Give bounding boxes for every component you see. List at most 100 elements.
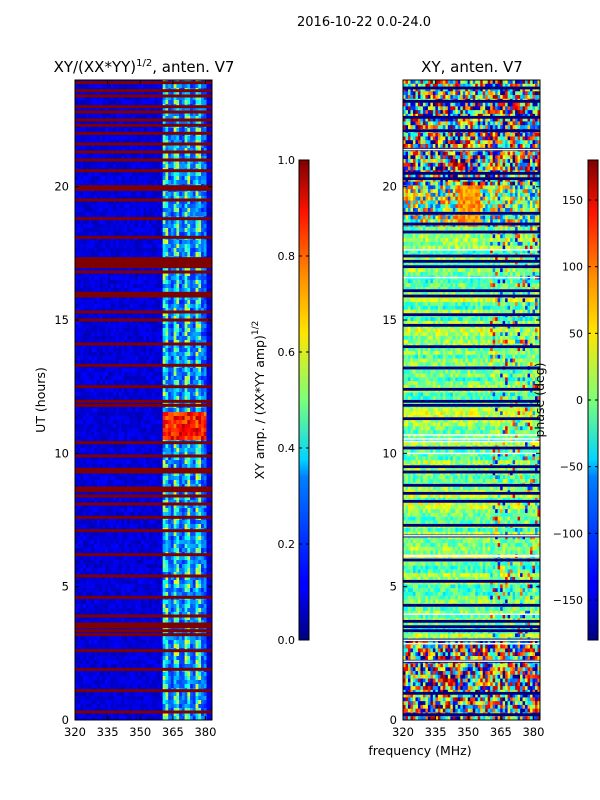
- heatmap-cell: [107, 476, 112, 481]
- heatmap-cell: [154, 176, 158, 181]
- right-panel-title: XY, anten. V7: [421, 58, 523, 76]
- heatmap-cell: [85, 84, 90, 89]
- heatmap-cell: [118, 312, 122, 317]
- heatmap-cell: [192, 288, 196, 293]
- heatmap-cell: [168, 288, 172, 293]
- heatmap-cell: [80, 296, 84, 301]
- heatmap-cell: [102, 328, 106, 333]
- heatmap-cell: [96, 84, 101, 89]
- heatmap-cell: [83, 84, 87, 89]
- heatmap-cell: [146, 308, 150, 313]
- heatmap-cell: [176, 208, 180, 213]
- heatmap-cell: [88, 120, 92, 125]
- heatmap-cell: [118, 212, 122, 217]
- heatmap-cell: [105, 200, 109, 205]
- heatmap-cell: [107, 308, 112, 313]
- heatmap-cell: [190, 248, 194, 253]
- heatmap-cell: [135, 136, 139, 141]
- heatmap-cell: [102, 360, 106, 365]
- heatmap-cell: [192, 152, 196, 157]
- heatmap-cell: [138, 340, 142, 345]
- heatmap-cell: [105, 176, 109, 181]
- heatmap-cell: [198, 464, 202, 469]
- heatmap-cell: [85, 452, 90, 457]
- heatmap-cell: [135, 244, 139, 249]
- heatmap-cell: [105, 228, 109, 233]
- heatmap-cell: [165, 412, 169, 417]
- heatmap-cell: [124, 152, 128, 157]
- heatmap-cell: [151, 144, 155, 149]
- heatmap-cell: [129, 156, 133, 161]
- heatmap-cell: [135, 112, 139, 117]
- heatmap-cell: [113, 380, 117, 385]
- heatmap-cell: [138, 316, 142, 321]
- heatmap-cell: [124, 456, 128, 461]
- heatmap-cell: [118, 224, 122, 229]
- heatmap-cell: [116, 96, 120, 101]
- heatmap-cell: [148, 320, 153, 325]
- heatmap-cell: [75, 348, 79, 353]
- heatmap-cell: [118, 360, 122, 365]
- heatmap-cell: [170, 372, 175, 377]
- heatmap-cell: [173, 96, 177, 101]
- heatmap-cell: [107, 316, 112, 321]
- heatmap-cell: [80, 272, 84, 277]
- heatmap-cell: [110, 316, 114, 321]
- heatmap-cell: [157, 192, 161, 197]
- heatmap-cell: [116, 456, 120, 461]
- heatmap-cell: [148, 428, 153, 433]
- heatmap-cell: [209, 172, 212, 177]
- heatmap-cell: [162, 224, 166, 229]
- heatmap-cell: [151, 152, 155, 157]
- heatmap-cell: [113, 252, 117, 257]
- heatmap-cell: [148, 196, 153, 201]
- heatmap-cell: [203, 96, 207, 101]
- heatmap-cell: [91, 92, 95, 97]
- heatmap-cell: [192, 320, 196, 325]
- heatmap-cell: [206, 240, 210, 245]
- heatmap-cell: [146, 232, 150, 237]
- heatmap-cell: [110, 240, 114, 245]
- heatmap-cell: [198, 392, 202, 397]
- heatmap-cell: [107, 304, 112, 309]
- heatmap-cell: [198, 288, 202, 293]
- heatmap-cell: [83, 240, 87, 245]
- heatmap-cell: [135, 376, 139, 381]
- heatmap-cell: [127, 388, 131, 393]
- heatmap-cell: [75, 252, 79, 257]
- heatmap-cell: [132, 180, 136, 185]
- heatmap-cell: [121, 420, 125, 425]
- heatmap-cell: [198, 352, 202, 357]
- heatmap-cell: [168, 224, 172, 229]
- heatmap-cell: [203, 416, 207, 421]
- heatmap-cell: [151, 192, 155, 197]
- heatmap-cell: [176, 456, 180, 461]
- heatmap-cell: [132, 160, 136, 165]
- heatmap-cell: [118, 472, 122, 477]
- heatmap-cell: [201, 424, 205, 429]
- heatmap-cell: [187, 92, 191, 97]
- heatmap-cell: [121, 120, 125, 125]
- heatmap-cell: [184, 176, 188, 181]
- heatmap-cell: [80, 420, 84, 425]
- heatmap-cell: [135, 320, 139, 325]
- heatmap-cell: [91, 432, 95, 437]
- heatmap-cell: [148, 376, 153, 381]
- heatmap-cell: [105, 388, 109, 393]
- heatmap-cell: [173, 408, 177, 413]
- heatmap-cell: [94, 192, 98, 197]
- heatmap-cell: [192, 284, 196, 289]
- heatmap-cell: [201, 156, 205, 161]
- heatmap-cell: [187, 228, 191, 233]
- heatmap-cell: [107, 192, 112, 197]
- heatmap-cell: [165, 220, 169, 225]
- heatmap-cell: [83, 320, 87, 325]
- heatmap-cell: [121, 432, 125, 437]
- heatmap-cell: [165, 100, 169, 105]
- heatmap-cell: [80, 456, 84, 461]
- heatmap-cell: [102, 336, 106, 341]
- heatmap-cell: [80, 92, 84, 97]
- heatmap-cell: [127, 296, 131, 301]
- heatmap-cell: [187, 416, 191, 421]
- heatmap-cell: [83, 156, 87, 161]
